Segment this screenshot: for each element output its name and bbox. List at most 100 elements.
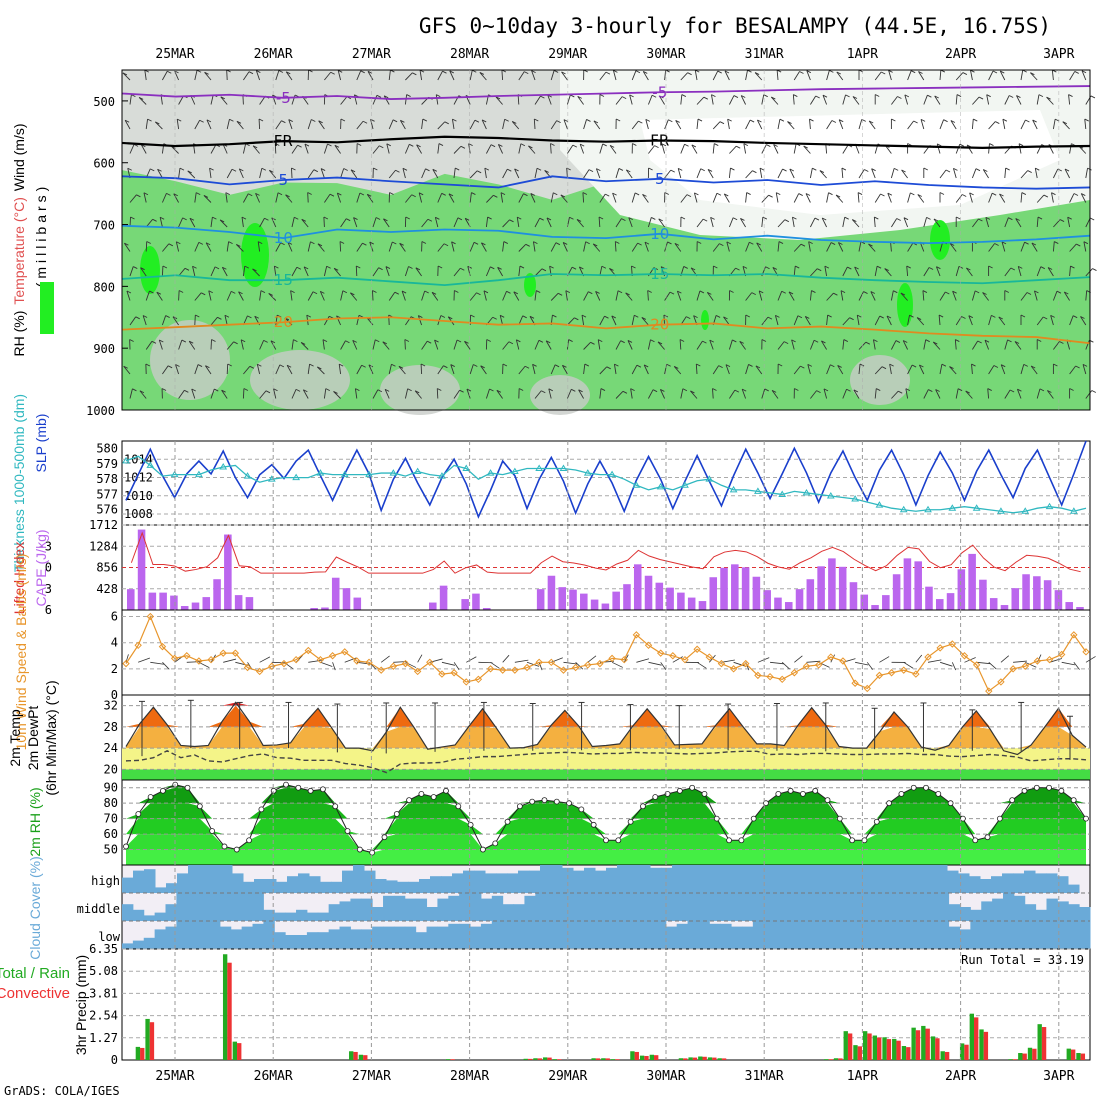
upper-wind-barb-flag: [317, 366, 322, 370]
cloud-middle-bar: [687, 893, 699, 921]
upper-wind-barb: [615, 218, 622, 228]
upper-wind-barb-flag: [402, 167, 408, 171]
upper-wind-barb-flag: [339, 241, 345, 244]
upper-wind-barb-flag: [936, 266, 941, 270]
precip-total-bar: [1066, 1048, 1071, 1060]
upper-wind-barb: [208, 290, 212, 301]
upper-wind-barb: [550, 70, 555, 81]
upper-wind-barb-flag: [548, 388, 553, 392]
wind10m-barb: [1085, 656, 1096, 663]
upper-wind-barb: [754, 72, 763, 81]
upper-wind-barb: [838, 119, 844, 130]
upper-wind-barb-flag: [739, 341, 744, 344]
precip-total-bar: [853, 1045, 858, 1060]
upper-wind-barb-flag: [657, 341, 663, 345]
precip-convective-bar: [634, 1051, 639, 1060]
upper-wind-barb-flag: [560, 194, 566, 198]
upper-wind-barb: [189, 218, 196, 228]
wind10m-barb: [855, 661, 869, 666]
upper-wind-barb: [415, 267, 422, 277]
upper-wind-barb-flag: [690, 390, 695, 394]
upper-wind-barb: [143, 192, 147, 203]
upper-wind-barb: [502, 119, 506, 130]
upper-wind-barb: [453, 339, 458, 350]
upper-wind-barb-flag: [415, 267, 421, 271]
upper-wind-barb-flag: [713, 265, 718, 269]
cloud-middle-bar: [459, 893, 471, 921]
upper-wind-barb: [224, 315, 228, 326]
upper-wind-barb-flag: [228, 241, 233, 244]
precip-convective-bar: [1032, 1048, 1037, 1060]
upper-wind-barb-flag: [375, 339, 380, 343]
upper-wind-barb-flag: [497, 266, 502, 270]
upper-wind-barb-flag: [379, 145, 384, 149]
upper-wind-barb: [404, 339, 406, 350]
upper-wind-barb: [1030, 72, 1038, 81]
upper-wind-barb-flag: [362, 120, 368, 124]
lifted-tick-label: 3: [45, 582, 52, 596]
cloud-high-bar: [1024, 870, 1036, 893]
upper-wind-barb-flag: [507, 168, 512, 172]
upper-wind-barb-flag: [1020, 314, 1026, 318]
upper-wind-barb-flag: [998, 316, 1003, 320]
upper-wind-barb-flag: [797, 315, 803, 319]
precip-label: 3hr Precip (mm): [73, 955, 89, 1055]
cloud-high-bar: [342, 870, 354, 893]
wind10m-ylabel: 10m Wind Speed & Barbs (m/s): [13, 554, 29, 751]
upper-wind-barb-flag: [795, 265, 800, 269]
upper-wind-barb: [886, 315, 892, 326]
rh2m-marker: [492, 840, 499, 847]
rh2m-marker: [1058, 787, 1065, 794]
upper-wind-barb-flag: [337, 69, 343, 73]
upper-wind-barb: [938, 314, 941, 326]
upper-wind-barb: [404, 266, 409, 277]
upper-wind-barb: [696, 168, 702, 179]
cloud-low-bar: [393, 926, 406, 949]
upper-wind-barb-flag: [432, 168, 438, 172]
cloud-high-bar: [969, 876, 981, 893]
rh2m-tick-label: 90: [104, 781, 118, 795]
cloud-middle-bar: [557, 893, 569, 921]
upper-wind-barb: [240, 339, 244, 350]
upper-wind-barb-flag: [789, 168, 795, 172]
upper-wind-barb-flag: [476, 292, 481, 296]
upper-wind-barb-flag: [674, 243, 680, 246]
wind10m-marker: [754, 671, 762, 680]
upper-wind-barb: [192, 266, 196, 277]
upper-wind-barb: [809, 290, 812, 301]
cloud-high-bar: [859, 865, 871, 893]
cloud-high-bar: [749, 865, 761, 893]
upper-wind-barb: [761, 388, 766, 399]
cape-bar: [871, 605, 879, 610]
upper-wind-barb-flag: [565, 290, 571, 294]
thickness-marker: [292, 473, 301, 481]
upper-wind-barb-flag: [794, 388, 799, 391]
upper-wind-barb: [858, 169, 865, 179]
bottom-date-label: 28MAR: [450, 1069, 489, 1084]
upper-wind-barb-flag: [325, 388, 330, 391]
upper-wind-barb: [711, 94, 714, 105]
wind10m-barb: [696, 661, 707, 669]
upper-wind-barb: [677, 168, 682, 179]
upper-wind-barb: [382, 341, 390, 350]
upper-wind-barb: [356, 70, 362, 81]
precip-ylabel: 3hr Precip (mm): [73, 955, 89, 1055]
upper-wind-barb-flag: [490, 266, 495, 270]
upper-wind-barb: [469, 119, 476, 130]
upper-wind-barb-flag: [506, 290, 511, 294]
cloud-high-bar: [782, 865, 794, 893]
cloud-middle-bar: [1013, 895, 1026, 921]
upper-wind-barb-flag: [165, 315, 170, 318]
upper-wind-barb-flag: [195, 192, 201, 195]
upper-wind-barb: [741, 388, 747, 399]
thickness-marker: [754, 487, 762, 494]
upper-wind-barb: [583, 341, 591, 350]
thickness-marker: [535, 464, 544, 471]
upper-wind-barb: [534, 217, 541, 228]
upper-wind-barb: [998, 316, 1006, 326]
thickness-marker: [559, 464, 568, 471]
wind10m-marker: [158, 642, 167, 651]
temp2m-label: 2m Temp: [7, 709, 23, 767]
upper-wind-barb-flag: [159, 216, 165, 220]
upper-wind-barb-flag: [707, 169, 713, 172]
